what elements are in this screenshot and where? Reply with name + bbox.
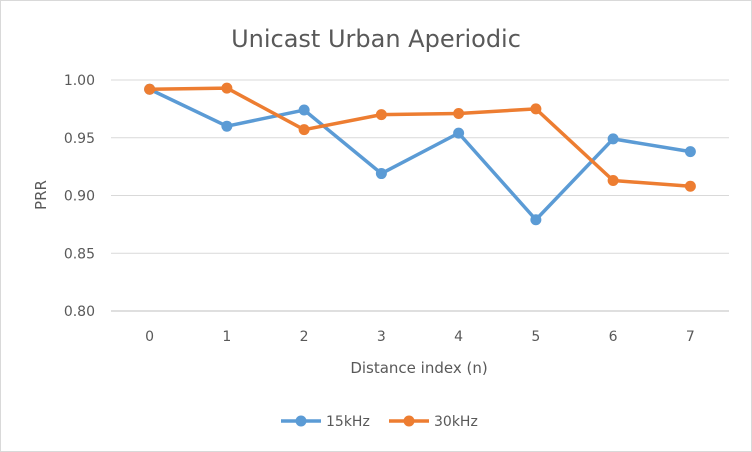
legend-marker: [403, 415, 415, 427]
y-axis-ticks: 0.80 0.85 0.90 0.95 1.00: [64, 73, 95, 320]
x-tick-label: 6: [609, 329, 618, 345]
y-axis-label: PRR: [32, 180, 50, 210]
x-tick-label: 2: [300, 329, 309, 345]
legend: 15kHz 30kHz: [281, 414, 478, 430]
series-line: [147, 87, 693, 222]
x-tick-label: 1: [222, 329, 231, 345]
data-point: [375, 168, 387, 180]
x-tick-label: 5: [531, 329, 540, 345]
data-point: [607, 133, 619, 145]
legend-entry: 15kHz: [281, 414, 370, 430]
data-point: [607, 174, 619, 186]
data-point: [221, 82, 233, 94]
chart-title: Unicast Urban Aperiodic: [231, 25, 521, 53]
data-point: [375, 109, 387, 121]
y-tick-label: 0.90: [64, 189, 95, 205]
x-axis-ticks: 0 1 2 3 4 5 6 7: [145, 329, 695, 345]
series-lines: [144, 82, 696, 226]
y-tick-label: 0.80: [64, 304, 95, 320]
data-point: [684, 146, 696, 158]
data-point: [530, 214, 542, 226]
data-point: [684, 180, 696, 192]
y-tick-label: 0.95: [64, 131, 95, 147]
x-tick-label: 3: [377, 329, 386, 345]
legend-marker: [295, 415, 307, 427]
gridlines: [111, 79, 729, 312]
y-tick-label: 0.85: [64, 246, 95, 262]
series-line: [147, 86, 693, 189]
data-point: [530, 103, 542, 115]
data-point: [453, 107, 465, 119]
x-axis-label: Distance index (n): [350, 359, 487, 377]
data-point: [221, 120, 233, 132]
series-15kHz: [144, 83, 696, 226]
x-tick-label: 0: [145, 329, 154, 345]
x-tick-label: 4: [454, 329, 463, 345]
y-tick-label: 1.00: [64, 73, 95, 89]
data-point: [298, 104, 310, 116]
data-point: [453, 127, 465, 139]
data-point: [298, 124, 310, 136]
legend-label: 15kHz: [326, 414, 370, 430]
series-30kHz: [144, 82, 696, 192]
legend-label: 30kHz: [434, 414, 478, 430]
legend-entry: 30kHz: [389, 414, 478, 430]
data-point: [144, 83, 156, 95]
x-tick-label: 7: [686, 329, 695, 345]
